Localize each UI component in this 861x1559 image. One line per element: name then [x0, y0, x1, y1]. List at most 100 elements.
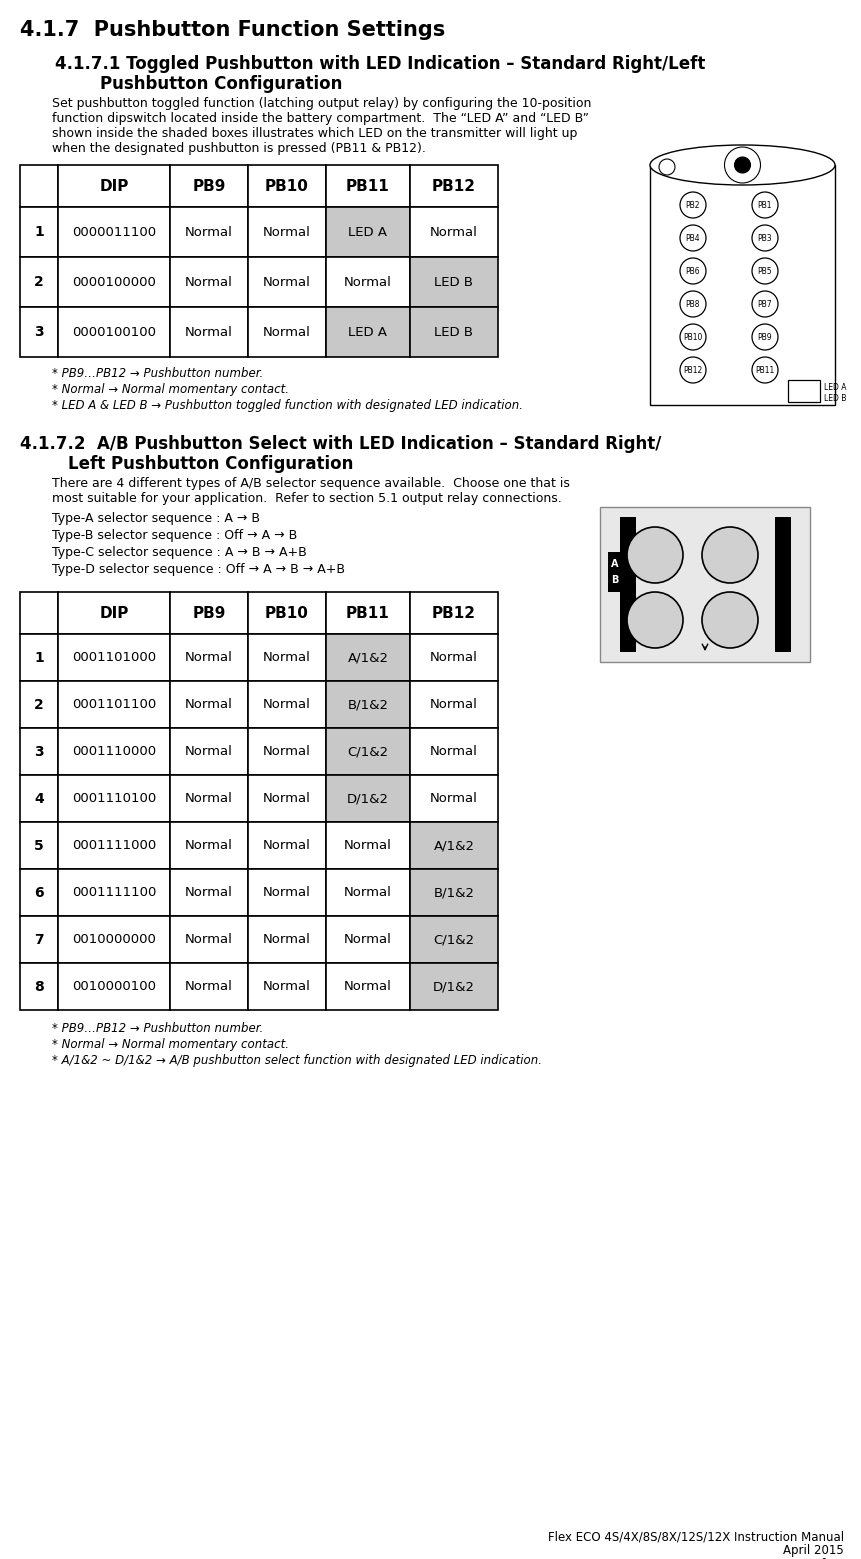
Text: 0000011100: 0000011100 — [71, 226, 156, 239]
Text: Normal: Normal — [185, 745, 232, 758]
Text: * Normal → Normal momentary contact.: * Normal → Normal momentary contact. — [52, 384, 288, 396]
Bar — [410, 917, 498, 963]
Bar — [20, 681, 58, 728]
Text: LED B: LED B — [823, 393, 846, 402]
Bar — [325, 592, 410, 635]
Bar — [58, 165, 170, 207]
Text: Normal: Normal — [263, 276, 311, 288]
Bar — [248, 257, 325, 307]
Text: Normal: Normal — [263, 932, 311, 946]
Text: Normal: Normal — [185, 792, 232, 804]
Text: * Normal → Normal momentary contact.: * Normal → Normal momentary contact. — [52, 1038, 288, 1051]
Circle shape — [701, 592, 757, 649]
Text: 0001110100: 0001110100 — [71, 792, 156, 804]
Text: PB9: PB9 — [192, 178, 226, 193]
Bar — [170, 822, 248, 868]
Bar — [248, 822, 325, 868]
Bar — [410, 728, 498, 775]
Text: PB10: PB10 — [683, 332, 702, 341]
Bar — [58, 257, 170, 307]
Text: 8: 8 — [34, 979, 44, 993]
Text: Normal: Normal — [430, 792, 477, 804]
Text: LED A: LED A — [348, 326, 387, 338]
Text: Normal: Normal — [185, 226, 232, 239]
Bar — [58, 635, 170, 681]
Bar — [410, 635, 498, 681]
Text: 4.1.7  Pushbutton Function Settings: 4.1.7 Pushbutton Function Settings — [20, 20, 445, 41]
Circle shape — [679, 224, 705, 251]
Text: Normal: Normal — [263, 698, 311, 711]
Text: 0000100000: 0000100000 — [72, 276, 156, 288]
Text: PB9: PB9 — [192, 605, 226, 620]
Bar — [170, 917, 248, 963]
Bar — [58, 592, 170, 635]
Text: Normal: Normal — [185, 652, 232, 664]
Text: Normal: Normal — [430, 698, 477, 711]
Circle shape — [679, 192, 705, 218]
Text: function dipswitch located inside the battery compartment.  The “LED A” and “LED: function dipswitch located inside the ba… — [52, 112, 588, 125]
Bar — [248, 207, 325, 257]
Text: DIP: DIP — [99, 178, 128, 193]
Circle shape — [679, 292, 705, 316]
Bar — [170, 165, 248, 207]
Circle shape — [751, 192, 777, 218]
Text: A/1&2: A/1&2 — [347, 652, 388, 664]
Bar — [325, 307, 410, 357]
Text: 3: 3 — [34, 745, 44, 759]
Bar — [170, 592, 248, 635]
Text: D/1&2: D/1&2 — [347, 792, 388, 804]
Text: 0000100100: 0000100100 — [72, 326, 156, 338]
Text: April 2015: April 2015 — [783, 1543, 843, 1557]
Circle shape — [751, 357, 777, 384]
Bar — [410, 207, 498, 257]
Text: C/1&2: C/1&2 — [433, 932, 474, 946]
Circle shape — [751, 292, 777, 316]
Text: PB11: PB11 — [754, 365, 774, 374]
Bar — [248, 165, 325, 207]
Text: 0010000000: 0010000000 — [72, 932, 156, 946]
Text: when the designated pushbutton is pressed (PB11 & PB12).: when the designated pushbutton is presse… — [52, 142, 425, 154]
Bar — [325, 165, 410, 207]
Text: PB3: PB3 — [757, 234, 771, 243]
Bar — [20, 165, 58, 207]
Text: PB7: PB7 — [757, 299, 771, 309]
Text: Type-C selector sequence : A → B → A+B: Type-C selector sequence : A → B → A+B — [52, 546, 307, 560]
Bar — [170, 728, 248, 775]
Text: Type-B selector sequence : Off → A → B: Type-B selector sequence : Off → A → B — [52, 529, 297, 543]
Circle shape — [701, 527, 757, 583]
Bar — [325, 681, 410, 728]
Circle shape — [751, 324, 777, 351]
Text: 0001110000: 0001110000 — [71, 745, 156, 758]
Text: Normal: Normal — [185, 981, 232, 993]
Text: 2: 2 — [34, 274, 44, 288]
Text: Normal: Normal — [344, 886, 392, 900]
Bar — [20, 963, 58, 1010]
Text: Normal: Normal — [344, 981, 392, 993]
Bar — [607, 552, 622, 592]
Text: Normal: Normal — [263, 981, 311, 993]
Ellipse shape — [649, 145, 834, 186]
Text: most suitable for your application.  Refer to section 5.1 output relay connectio: most suitable for your application. Refe… — [52, 493, 561, 505]
Text: PB8: PB8 — [685, 299, 699, 309]
Text: Normal: Normal — [263, 839, 311, 853]
Text: LED A: LED A — [348, 226, 387, 239]
Text: * A/1&2 ~ D/1&2 → A/B pushbutton select function with designated LED indication.: * A/1&2 ~ D/1&2 → A/B pushbutton select … — [52, 1054, 542, 1066]
Bar — [325, 822, 410, 868]
Bar — [774, 518, 790, 652]
Bar — [58, 963, 170, 1010]
Text: * LED A & LED B → Pushbutton toggled function with designated LED indication.: * LED A & LED B → Pushbutton toggled fun… — [52, 399, 523, 412]
Bar — [20, 728, 58, 775]
Text: Normal: Normal — [185, 839, 232, 853]
Bar — [410, 681, 498, 728]
Text: PB5: PB5 — [757, 267, 771, 276]
Bar — [20, 917, 58, 963]
Text: Left Pushbutton Configuration: Left Pushbutton Configuration — [68, 455, 353, 472]
Circle shape — [723, 147, 759, 182]
Text: PB12: PB12 — [683, 365, 702, 374]
Bar — [410, 165, 498, 207]
Text: Normal: Normal — [263, 652, 311, 664]
Text: PB11: PB11 — [346, 178, 389, 193]
Text: 0010000100: 0010000100 — [72, 981, 156, 993]
Text: PB10: PB10 — [264, 605, 308, 620]
Text: * PB9…PB12 → Pushbutton number.: * PB9…PB12 → Pushbutton number. — [52, 1023, 263, 1035]
